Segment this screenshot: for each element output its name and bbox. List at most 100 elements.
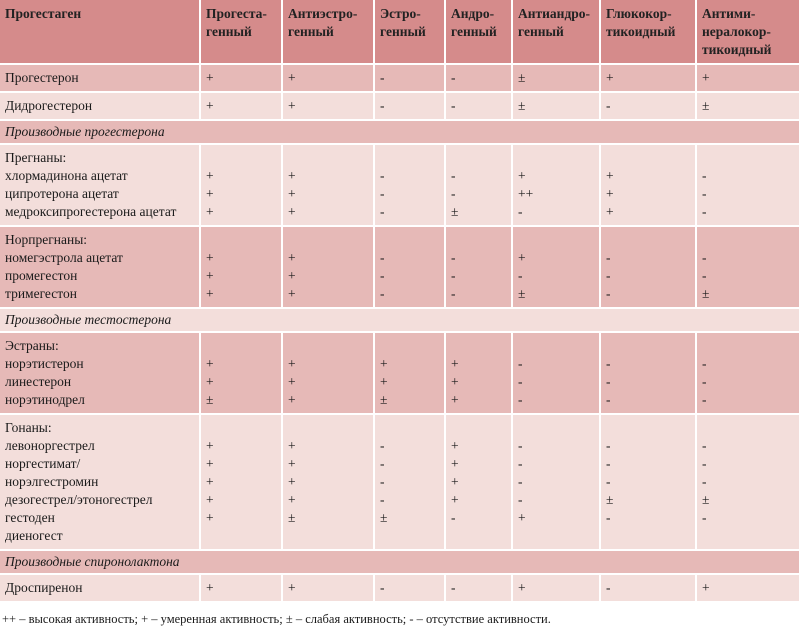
drug-name-cell: Дроспиренон <box>0 574 201 603</box>
activity-cell: + + + <box>200 226 283 309</box>
activity-cell: - - - <box>696 144 800 227</box>
cell-line: - <box>606 392 611 407</box>
activity-cell: - - - ± - <box>600 414 697 551</box>
cell-line: Прогестаген <box>5 6 82 21</box>
activity-cell: - - - - + <box>512 414 601 551</box>
cell-line: Антиандро- <box>518 6 591 21</box>
cell-line: диеногест <box>5 528 63 543</box>
cell-line: - <box>380 492 385 507</box>
cell-line <box>206 149 276 167</box>
cell-line: - <box>606 250 611 265</box>
cell-line: + <box>206 286 214 301</box>
cell-line: ципротерона ацетат <box>5 186 119 201</box>
cell-line: + <box>451 438 459 453</box>
column-header: Антиандро-генный <box>512 0 601 65</box>
cell-line: + <box>380 374 388 389</box>
cell-line: Антиэстро- <box>288 6 358 21</box>
cell-line: + <box>206 204 214 219</box>
cell-line: + <box>206 356 214 371</box>
cell-line: + <box>206 250 214 265</box>
cell-line: ± <box>380 392 388 407</box>
cell-line: - <box>451 98 456 113</box>
section-label: Производные спиронолактона <box>0 550 800 575</box>
cell-line: - <box>606 268 611 283</box>
cell-line: + <box>518 168 526 183</box>
cell-line: генный <box>518 24 564 39</box>
cell-line: - <box>702 250 707 265</box>
activity-cell: - <box>374 92 446 121</box>
cell-line: + <box>288 374 296 389</box>
cell-line: тримегестон <box>5 286 77 301</box>
cell-line <box>288 231 368 249</box>
cell-line <box>288 149 368 167</box>
cell-line: + <box>206 374 214 389</box>
cell-line: генный <box>206 24 252 39</box>
cell-line: - <box>518 356 523 371</box>
cell-line: + <box>206 510 214 525</box>
column-header: Антими-нералокор-тикоидный <box>696 0 800 65</box>
cell-line: + <box>606 70 614 85</box>
activity-cell: - - - <box>512 332 601 415</box>
activity-cell: + + + + + <box>200 414 283 551</box>
activity-cell: - - - <box>445 226 513 309</box>
cell-line: + <box>288 70 296 85</box>
cell-line: - <box>702 510 707 525</box>
cell-line: - <box>518 392 523 407</box>
table-row: Норпрегнаны: номегэстрола ацетат промегест… <box>0 226 800 309</box>
activity-cell: - <box>445 574 513 603</box>
column-header: Прогеста-генный <box>200 0 283 65</box>
cell-line: ± <box>518 286 526 301</box>
cell-line: + <box>451 492 459 507</box>
cell-line <box>702 419 794 437</box>
cell-line: - <box>380 70 385 85</box>
cell-line: ± <box>702 286 710 301</box>
cell-line: + <box>206 186 214 201</box>
activity-cell: + - ± <box>512 226 601 309</box>
cell-line <box>451 419 506 437</box>
activity-cell: + <box>200 64 283 93</box>
cell-line: + <box>288 456 296 471</box>
cell-line <box>702 231 794 249</box>
cell-line: + <box>288 204 296 219</box>
cell-line: хлормадинона ацетат <box>5 168 128 183</box>
cell-line: - <box>606 286 611 301</box>
cell-line: - <box>606 374 611 389</box>
cell-line: + <box>518 580 526 595</box>
cell-line <box>206 337 276 355</box>
activity-cell: + <box>282 92 375 121</box>
cell-line: Норпрегнаны: <box>5 232 88 247</box>
cell-line <box>380 149 439 167</box>
cell-line: + <box>206 474 214 489</box>
activity-cell: + <box>282 574 375 603</box>
cell-line: - <box>380 250 385 265</box>
cell-line: - <box>702 204 707 219</box>
cell-line: + <box>206 268 214 283</box>
activity-cell: - - - <box>600 226 697 309</box>
cell-line: + <box>702 70 710 85</box>
cell-line: генный <box>451 24 497 39</box>
cell-line: Прогестерон <box>5 70 79 85</box>
cell-line: + <box>518 250 526 265</box>
section-row: Производные тестостерона <box>0 308 800 333</box>
cell-line: + <box>606 204 614 219</box>
activity-cell: + <box>512 574 601 603</box>
cell-line: медроксипрогестерона ацетат <box>5 204 177 219</box>
cell-line: - <box>451 168 456 183</box>
cell-line <box>451 337 506 355</box>
column-header: Глюкокор-тикоидный <box>600 0 697 65</box>
cell-line: - <box>380 438 385 453</box>
cell-line: + <box>451 374 459 389</box>
cell-line <box>380 231 439 249</box>
cell-line: норэлгестромин <box>5 474 99 489</box>
activity-cell: + + + <box>282 144 375 227</box>
cell-line: - <box>518 492 523 507</box>
cell-line: ± <box>606 492 614 507</box>
cell-line: Глюкокор- <box>606 6 672 21</box>
cell-line: - <box>606 438 611 453</box>
cell-line: - <box>380 580 385 595</box>
cell-line: ± <box>380 510 388 525</box>
table-header-row: Прогестаген Прогеста-генный Антиэстро-генн… <box>0 0 800 65</box>
cell-line: + <box>451 474 459 489</box>
activity-cell: + <box>200 574 283 603</box>
cell-line <box>206 231 276 249</box>
